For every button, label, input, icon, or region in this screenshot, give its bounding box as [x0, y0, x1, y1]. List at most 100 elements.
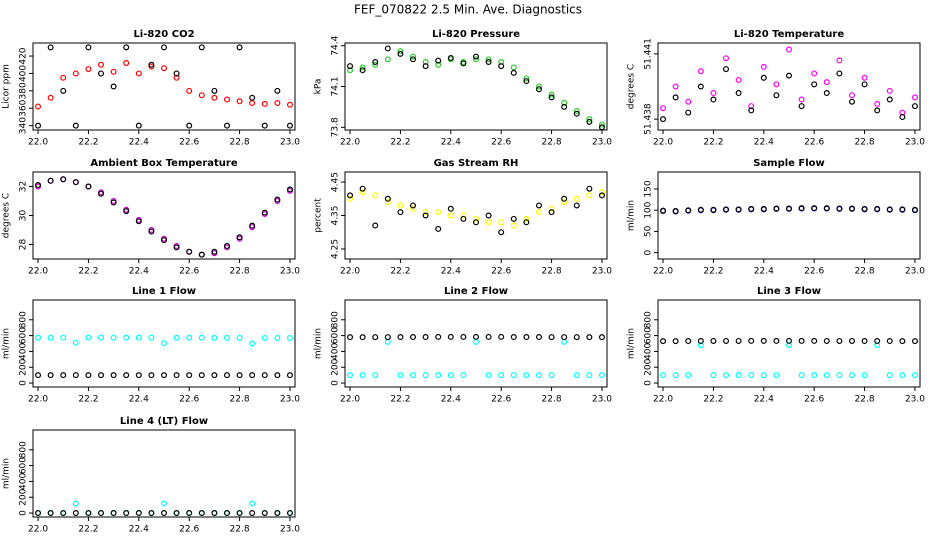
- data-point: [261, 100, 268, 107]
- data-point: [198, 372, 205, 379]
- data-point: [347, 334, 354, 341]
- data-point: [223, 96, 230, 103]
- y-tick-label: 200: [644, 358, 654, 375]
- y-axis-label: Licor ppm: [2, 64, 12, 109]
- data-point: [161, 510, 168, 517]
- data-point: [523, 219, 530, 226]
- y-tick-label: 600: [644, 327, 654, 344]
- data-point: [785, 72, 792, 79]
- y-tick-label: 800: [644, 311, 654, 328]
- data-point: [72, 500, 79, 507]
- data-point: [135, 510, 142, 517]
- data-point: [198, 92, 205, 99]
- data-point: [735, 337, 742, 344]
- data-point: [710, 372, 717, 379]
- data-point: [485, 219, 492, 226]
- data-point: [823, 337, 830, 344]
- data-point: [473, 53, 480, 60]
- y-tick-label: 0: [19, 380, 29, 386]
- data-point: [249, 100, 256, 107]
- x-tick-label: 22.6: [804, 267, 824, 277]
- data-point: [274, 100, 281, 107]
- data-point: [110, 510, 117, 517]
- data-point: [286, 101, 293, 108]
- data-point: [384, 195, 391, 202]
- data-point: [811, 205, 818, 212]
- data-point: [372, 61, 379, 68]
- x-tick-label: 22.4: [441, 138, 461, 148]
- data-point: [710, 96, 717, 103]
- data-point: [785, 205, 792, 212]
- data-point: [435, 372, 442, 379]
- data-point: [836, 57, 843, 64]
- x-tick-label: 22.0: [28, 138, 48, 148]
- data-point: [422, 59, 429, 66]
- x-tick-label: 23.0: [592, 395, 612, 405]
- x-tick-label: 23.0: [905, 138, 925, 148]
- data-point: [35, 103, 42, 110]
- x-tick-label: 22.4: [754, 267, 774, 277]
- data-point: [286, 186, 293, 193]
- data-point: [347, 67, 354, 74]
- data-point: [274, 196, 281, 203]
- data-point: [773, 205, 780, 212]
- x-tick-label: 22.4: [754, 138, 774, 148]
- data-point: [823, 90, 830, 97]
- data-point: [874, 338, 881, 345]
- data-point: [236, 234, 243, 241]
- data-point: [372, 222, 379, 229]
- data-point: [586, 116, 593, 123]
- data-point: [186, 510, 193, 517]
- data-point: [697, 206, 704, 213]
- y-tick-label: 73.8: [331, 117, 341, 137]
- data-point: [173, 510, 180, 517]
- data-point: [161, 237, 168, 244]
- data-point: [573, 195, 580, 202]
- data-point: [760, 372, 767, 379]
- data-point: [586, 185, 593, 192]
- data-point: [760, 205, 767, 212]
- x-tick-label: 22.2: [78, 267, 98, 277]
- data-point: [186, 87, 193, 94]
- x-tick-label: 22.0: [28, 395, 48, 405]
- data-point: [435, 61, 442, 68]
- y-tick-label: 0: [644, 250, 654, 256]
- data-point: [261, 209, 268, 216]
- data-point: [874, 205, 881, 212]
- y-tick-label: 800: [19, 311, 29, 328]
- data-point: [384, 45, 391, 52]
- data-point: [561, 103, 568, 110]
- data-point: [523, 334, 530, 341]
- data-point: [123, 372, 130, 379]
- data-point: [911, 103, 918, 110]
- data-point: [198, 44, 205, 51]
- x-tick-label: 22.8: [542, 138, 562, 148]
- data-point: [523, 78, 530, 85]
- data-point: [510, 334, 517, 341]
- x-tick-label: 22.4: [129, 525, 149, 535]
- data-point: [47, 372, 54, 379]
- data-point: [886, 206, 893, 213]
- data-point: [723, 337, 730, 344]
- data-point: [161, 500, 168, 507]
- y-tick-label: 400: [331, 343, 341, 360]
- data-point: [760, 74, 767, 81]
- data-point: [173, 334, 180, 341]
- data-point: [697, 342, 704, 349]
- data-point: [823, 205, 830, 212]
- x-tick-label: 22.2: [78, 525, 98, 535]
- data-point: [811, 70, 818, 77]
- data-point: [236, 372, 243, 379]
- data-point: [598, 334, 605, 341]
- data-point: [911, 372, 918, 379]
- x-tick-label: 23.0: [592, 138, 612, 148]
- y-tick-label: 51.438: [644, 103, 654, 135]
- data-point: [447, 54, 454, 61]
- data-point: [773, 81, 780, 88]
- data-point: [735, 206, 742, 213]
- data-point: [735, 90, 742, 97]
- data-point: [460, 372, 467, 379]
- data-point: [548, 334, 555, 341]
- data-point: [98, 61, 105, 68]
- x-tick-label: 22.2: [390, 395, 410, 405]
